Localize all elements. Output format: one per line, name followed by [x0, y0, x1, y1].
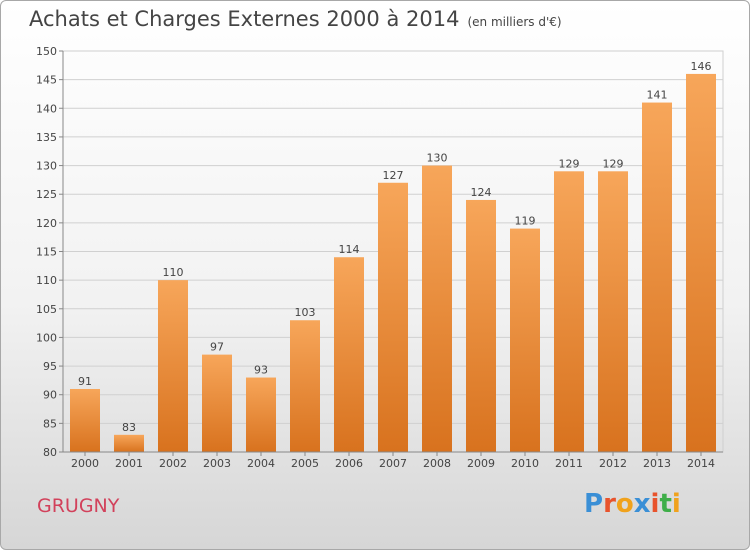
logo-letter: t: [659, 489, 672, 519]
x-tick-label-2011: 2011: [555, 457, 583, 470]
y-tick-label: 100: [36, 331, 57, 344]
data-label-2006: 114: [339, 243, 360, 256]
y-tick-label: 105: [36, 303, 57, 316]
x-tick-label-2010: 2010: [511, 457, 539, 470]
y-tick-label: 90: [43, 389, 57, 402]
y-tick-label: 120: [36, 217, 57, 230]
data-label-2002: 110: [163, 266, 184, 279]
data-label-2003: 97: [210, 341, 224, 354]
data-label-2000: 91: [78, 375, 92, 388]
x-tick-label-2005: 2005: [291, 457, 319, 470]
bar-2009: [466, 199, 496, 452]
data-label-2007: 127: [383, 169, 404, 182]
logo-letter: i: [650, 489, 660, 519]
bar-2007: [378, 182, 408, 452]
bar-2002: [158, 280, 188, 452]
bar-2008: [422, 165, 452, 453]
y-tick-label: 135: [36, 131, 57, 144]
data-label-2008: 130: [427, 152, 448, 165]
x-tick-label-2003: 2003: [203, 457, 231, 470]
data-label-2012: 129: [603, 157, 624, 170]
logo-letter: r: [603, 489, 616, 519]
x-tick-label-2007: 2007: [379, 457, 407, 470]
y-tick-label: 80: [43, 446, 57, 459]
city-name: GRUGNY: [37, 495, 120, 517]
data-label-2009: 124: [471, 186, 492, 199]
data-label-2001: 83: [122, 421, 136, 434]
x-tick-label-2012: 2012: [599, 457, 627, 470]
x-tick-label-2013: 2013: [643, 457, 671, 470]
chart-unit: (en milliers d'€): [467, 15, 562, 29]
bar-2014: [686, 73, 716, 453]
x-tick-label-2006: 2006: [335, 457, 363, 470]
x-tick-label-2014: 2014: [687, 457, 715, 470]
data-label-2004: 93: [254, 364, 268, 377]
bar-2010: [510, 228, 540, 452]
data-label-2005: 103: [295, 306, 316, 319]
chart-title-block: Achats et Charges Externes 2000 à 2014 (e…: [29, 7, 562, 31]
x-tick-label-2001: 2001: [115, 457, 143, 470]
y-tick-label: 85: [43, 417, 57, 430]
bar-2004: [246, 377, 276, 452]
y-tick-label: 145: [36, 74, 57, 87]
data-label-2014: 146: [691, 60, 712, 73]
y-tick-label: 125: [36, 188, 57, 201]
bar-2000: [70, 388, 100, 452]
bar-2003: [202, 354, 232, 452]
data-label-2013: 141: [647, 89, 668, 102]
data-label-2010: 119: [515, 215, 536, 228]
y-tick-label: 110: [36, 274, 57, 287]
y-tick-label: 115: [36, 246, 57, 259]
bar-2006: [334, 257, 364, 452]
logo-letter: i: [671, 489, 681, 519]
proxiti-logo: Proxiti: [584, 489, 681, 519]
data-label-2011: 129: [559, 157, 580, 170]
y-tick-label: 150: [36, 45, 57, 58]
bar-2001: [114, 434, 144, 452]
bar-2013: [642, 102, 672, 453]
y-tick-label: 140: [36, 102, 57, 115]
y-tick-label: 130: [36, 160, 57, 173]
chart-title: Achats et Charges Externes 2000 à 2014: [29, 7, 460, 31]
y-tick-label: 95: [43, 360, 57, 373]
x-tick-label-2002: 2002: [159, 457, 187, 470]
x-tick-label-2008: 2008: [423, 457, 451, 470]
logo-letter: P: [584, 489, 604, 519]
logo-letter: x: [633, 489, 651, 519]
logo-letter: o: [615, 489, 634, 519]
x-tick-label-2004: 2004: [247, 457, 275, 470]
x-tick-label-2000: 2000: [71, 457, 99, 470]
x-tick-label-2009: 2009: [467, 457, 495, 470]
bar-2005: [290, 320, 320, 452]
bar-2012: [598, 171, 628, 453]
bar-2011: [554, 171, 584, 453]
